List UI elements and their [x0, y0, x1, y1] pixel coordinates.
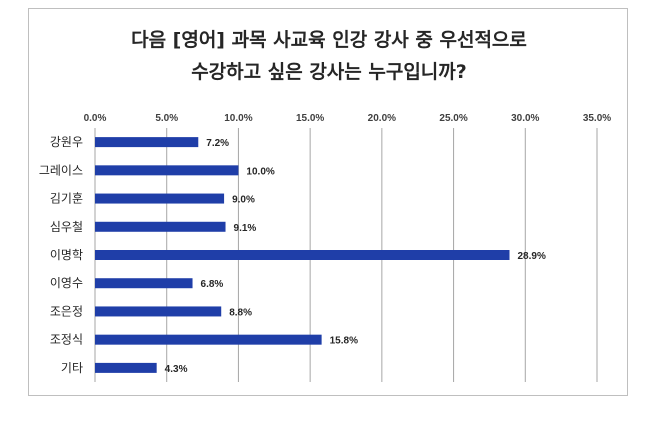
bar-8 — [95, 362, 157, 373]
x-tick-label-0: 0.0% — [84, 113, 107, 124]
bar-7 — [95, 334, 322, 345]
data-label-5: 6.8% — [201, 279, 224, 290]
data-label-4: 28.9% — [518, 251, 546, 262]
chart-title-line-1: 다음 [영어] 과목 사교육 인강 강사 중 우선적으로 — [131, 29, 527, 51]
x-tick-label-5: 25.0% — [439, 113, 467, 124]
chart-title-line-2: 수강하고 싶은 강사는 누구입니까? — [191, 61, 467, 83]
category-label-4: 이명학 — [50, 248, 83, 262]
category-label-7: 조정식 — [50, 333, 83, 347]
category-label-6: 조은정 — [50, 304, 83, 318]
category-label-8: 기타 — [61, 361, 83, 375]
category-label-0: 강원우 — [50, 135, 83, 149]
x-tick-label-1: 5.0% — [155, 113, 178, 124]
category-label-1: 그레이스 — [39, 163, 83, 177]
category-label-3: 심우철 — [50, 220, 83, 234]
bar-0 — [95, 137, 199, 148]
x-tick-label-3: 15.0% — [296, 113, 324, 124]
x-tick-label-7: 35.0% — [583, 113, 611, 124]
bar-6 — [95, 306, 222, 317]
category-label-2: 김기훈 — [50, 192, 83, 206]
x-tick-label-4: 20.0% — [368, 113, 396, 124]
bar-2 — [95, 193, 225, 204]
x-tick-label-2: 10.0% — [224, 113, 252, 124]
chart-title: 다음 [영어] 과목 사교육 인강 강사 중 우선적으로 수강하고 싶은 강사는… — [0, 24, 658, 88]
data-label-3: 9.1% — [234, 223, 257, 234]
bar-3 — [95, 221, 226, 232]
bar-4 — [95, 250, 510, 260]
category-label-5: 이영수 — [50, 276, 83, 290]
data-label-7: 15.8% — [330, 336, 358, 347]
bar-1 — [95, 165, 239, 176]
data-label-0: 7.2% — [206, 138, 229, 149]
data-label-1: 10.0% — [246, 166, 274, 177]
bar-5 — [95, 278, 193, 289]
x-tick-label-6: 30.0% — [511, 113, 539, 124]
data-label-8: 4.3% — [165, 364, 188, 375]
data-label-2: 9.0% — [232, 195, 255, 206]
data-label-6: 8.8% — [229, 307, 252, 318]
